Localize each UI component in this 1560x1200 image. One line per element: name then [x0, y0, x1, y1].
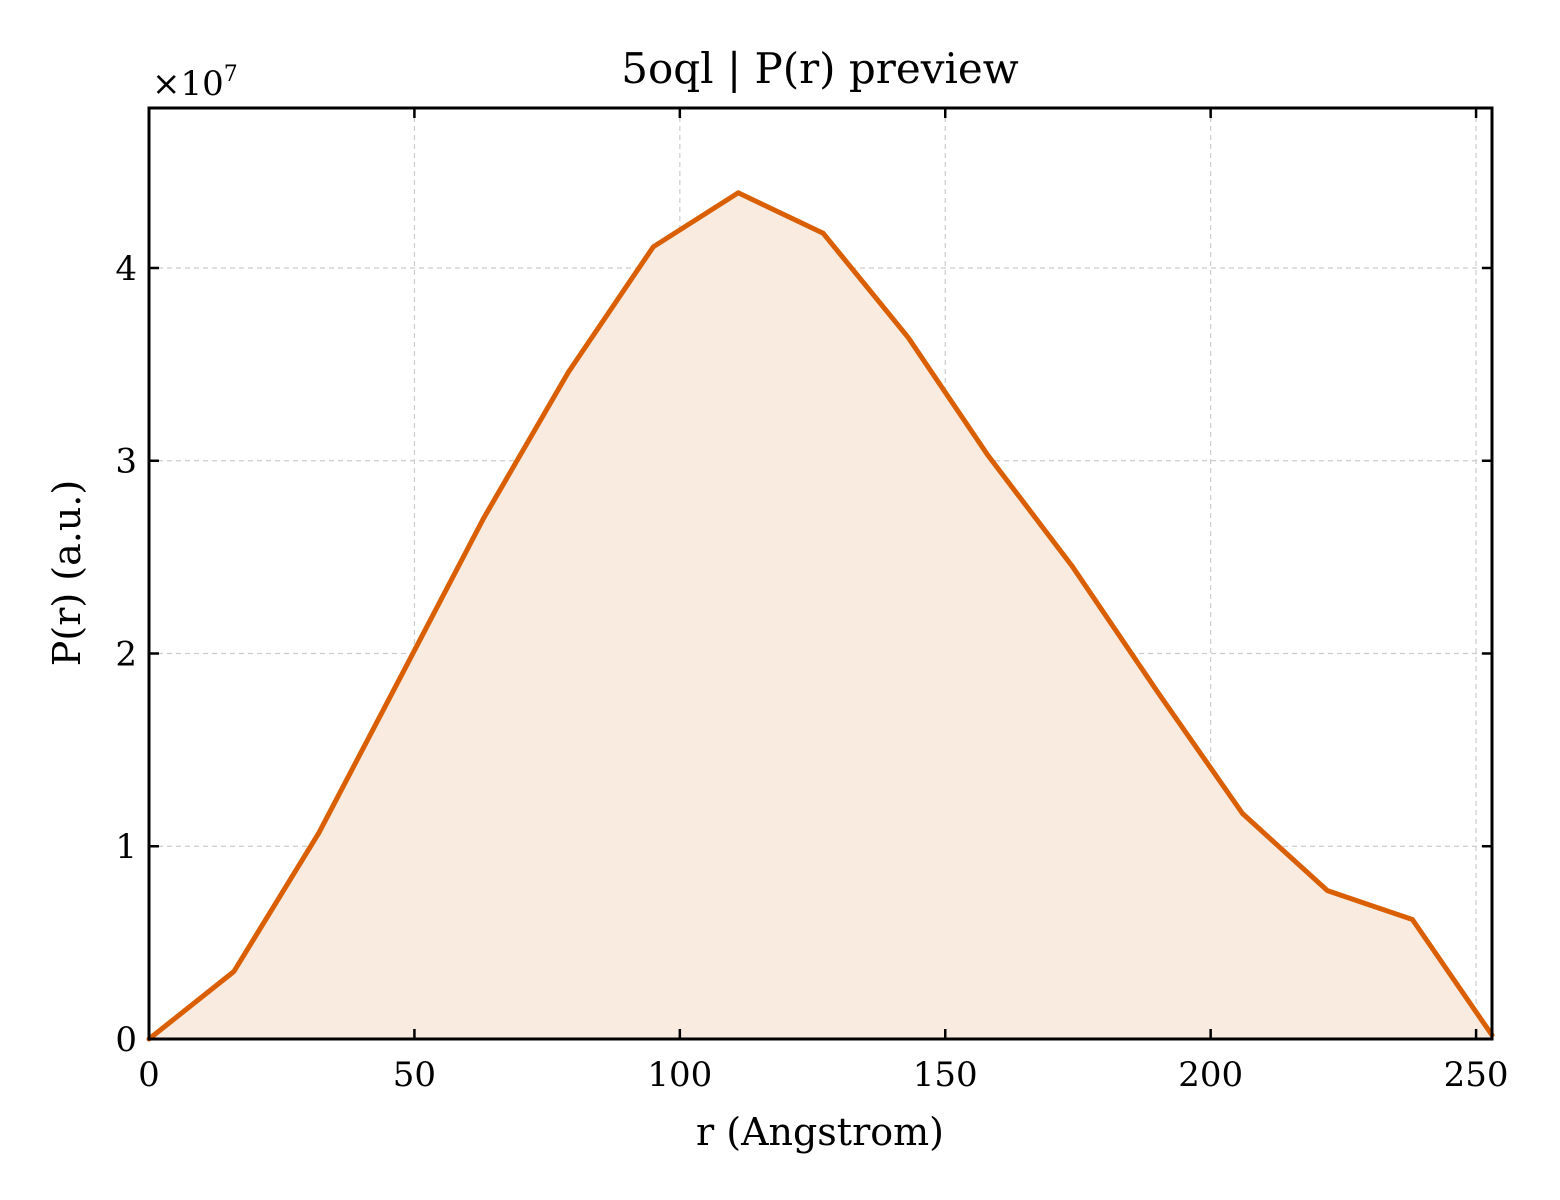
x-tick-label-3: 150	[913, 1055, 978, 1095]
x-axis-label: r (Angstrom)	[696, 1110, 944, 1154]
chart-title: 5oql | P(r) preview	[621, 44, 1018, 93]
pr-series-line	[146, 190, 1495, 1042]
y-tick-label-2: 2	[115, 634, 137, 674]
x-tick-label-1: 50	[393, 1055, 436, 1095]
x-tick-label-2: 100	[647, 1055, 712, 1095]
y-tick-label-4: 4	[115, 249, 137, 289]
y-axis-offset-base: ×10	[152, 64, 224, 104]
ticks: 0 50 100 150 200 250 0 1 2 3 4	[115, 108, 1509, 1095]
area-fill-layer	[149, 192, 1492, 1040]
pr-area-fill	[149, 192, 1492, 1040]
y-axis-label: P(r) (a.u.)	[45, 480, 89, 666]
y-axis-offset-label: ×107	[152, 62, 238, 104]
x-tick-label-0: 0	[138, 1055, 160, 1095]
x-tick-label-5: 250	[1444, 1055, 1509, 1095]
y-tick-label-0: 0	[115, 1020, 137, 1060]
x-tick-label-4: 200	[1178, 1055, 1243, 1095]
y-tick-label-3: 3	[115, 442, 137, 482]
y-tick-label-1: 1	[115, 827, 137, 867]
series-line-layer	[146, 190, 1495, 1042]
plot-frame	[147, 106, 1494, 1041]
y-axis-offset-exponent: 7	[224, 62, 238, 87]
